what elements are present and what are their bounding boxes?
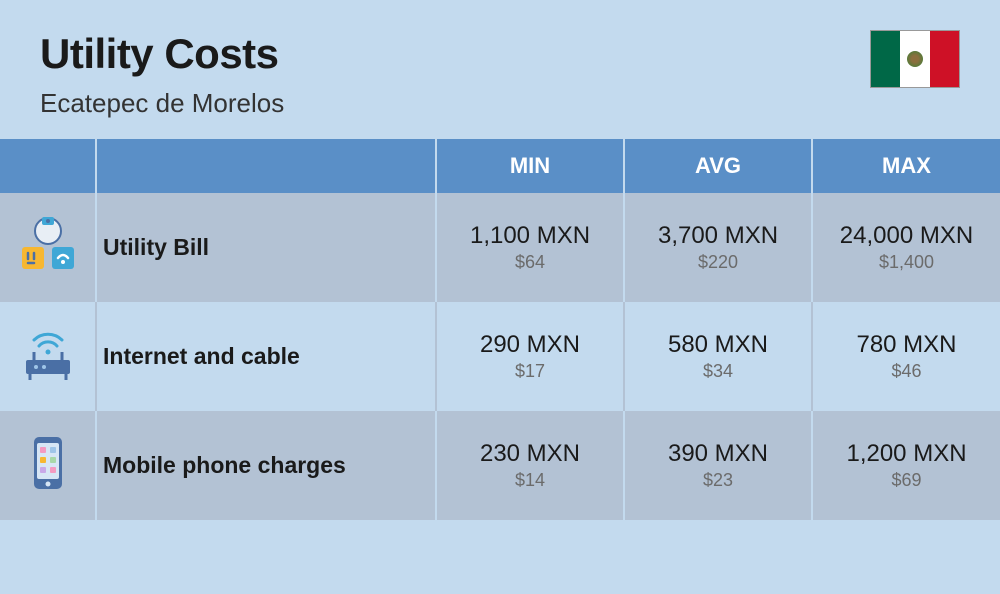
row-label: Mobile phone charges	[96, 411, 436, 520]
cell-value-usd: $34	[625, 361, 811, 382]
cell-value-mxn: 24,000 MXN	[813, 222, 1000, 250]
mexico-flag-icon	[870, 30, 960, 88]
col-header-avg: AVG	[624, 139, 812, 193]
cell-value-mxn: 1,200 MXN	[813, 440, 1000, 468]
utility-icon	[16, 213, 80, 277]
cell-value-usd: $17	[437, 361, 623, 382]
phone-icon	[16, 431, 80, 495]
title-block: Utility Costs Ecatepec de Morelos	[40, 30, 284, 119]
cell-value-usd: $23	[625, 470, 811, 491]
cell-value-mxn: 580 MXN	[625, 331, 811, 359]
cell-value-mxn: 390 MXN	[625, 440, 811, 468]
cell-value-mxn: 3,700 MXN	[625, 222, 811, 250]
row-label: Utility Bill	[96, 193, 436, 302]
cell-value-usd: $64	[437, 252, 623, 273]
cell-value-usd: $220	[625, 252, 811, 273]
table-row: Utility Bill 1,100 MXN $64 3,700 MXN $22…	[0, 193, 1000, 302]
row-label: Internet and cable	[96, 302, 436, 411]
table-row: Internet and cable 290 MXN $17 580 MXN $…	[0, 302, 1000, 411]
cost-table: MIN AVG MAX Utility Bill 1,100 MXN	[0, 139, 1000, 520]
cell-value-mxn: 1,100 MXN	[437, 222, 623, 250]
cell-value-mxn: 230 MXN	[437, 440, 623, 468]
cell-value-usd: $14	[437, 470, 623, 491]
cell-value-usd: $69	[813, 470, 1000, 491]
cell-value-usd: $46	[813, 361, 1000, 382]
page-title: Utility Costs	[40, 30, 284, 78]
cell-value-mxn: 290 MXN	[437, 331, 623, 359]
table-header-row: MIN AVG MAX	[0, 139, 1000, 193]
table-row: Mobile phone charges 230 MXN $14 390 MXN…	[0, 411, 1000, 520]
cell-value-usd: $1,400	[813, 252, 1000, 273]
col-header-min: MIN	[436, 139, 624, 193]
cell-value-mxn: 780 MXN	[813, 331, 1000, 359]
header: Utility Costs Ecatepec de Morelos	[0, 0, 1000, 139]
page-subtitle: Ecatepec de Morelos	[40, 88, 284, 119]
col-header-max: MAX	[812, 139, 1000, 193]
router-icon	[16, 322, 80, 386]
